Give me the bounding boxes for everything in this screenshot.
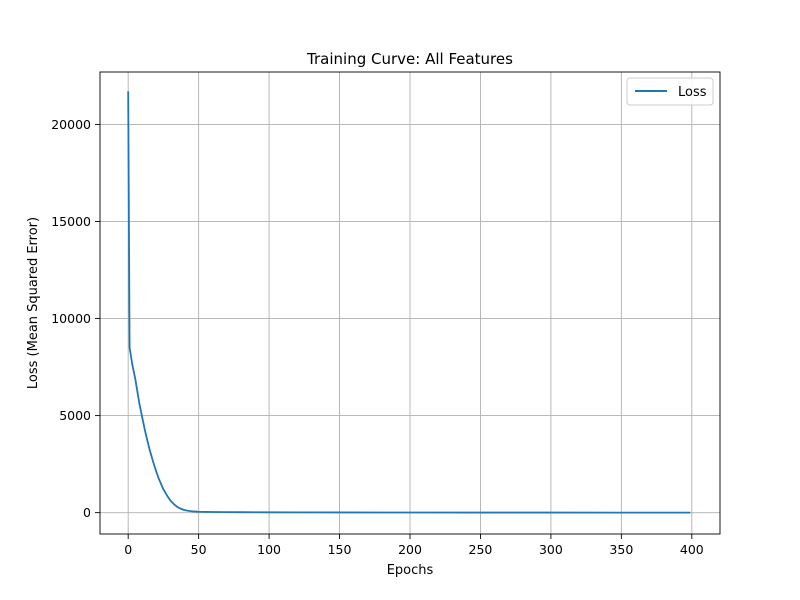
y-tick-label: 0 xyxy=(83,505,91,520)
x-tick-label: 200 xyxy=(398,542,422,557)
y-axis-label: Loss (Mean Squared Error) xyxy=(26,217,41,389)
x-tick-label: 100 xyxy=(257,542,281,557)
series-layer xyxy=(127,91,691,514)
y-tick-label: 15000 xyxy=(51,214,91,229)
ticks: 0 50 100 150 200 250 300 350 400 0 5000 10000 15000 2… xyxy=(51,117,704,557)
y-tick-label: 5000 xyxy=(59,408,91,423)
legend: Loss xyxy=(626,77,714,106)
x-axis-label: Epochs xyxy=(387,563,434,578)
y-tick-label: 20000 xyxy=(51,117,91,132)
x-tick-label: 250 xyxy=(469,542,493,557)
y-tick-label: 10000 xyxy=(51,311,91,326)
x-tick-label: 400 xyxy=(680,542,704,557)
chart-title: Training Curve: All Features xyxy=(306,50,513,68)
x-tick-label: 350 xyxy=(609,542,633,557)
x-tick-label: 50 xyxy=(191,542,207,557)
x-tick-label: 150 xyxy=(328,542,352,557)
legend-label: Loss xyxy=(678,85,707,100)
x-tick-label: 300 xyxy=(539,542,563,557)
legend-box xyxy=(626,77,714,106)
loss-line xyxy=(127,91,691,514)
x-tick-label: 0 xyxy=(124,542,132,557)
